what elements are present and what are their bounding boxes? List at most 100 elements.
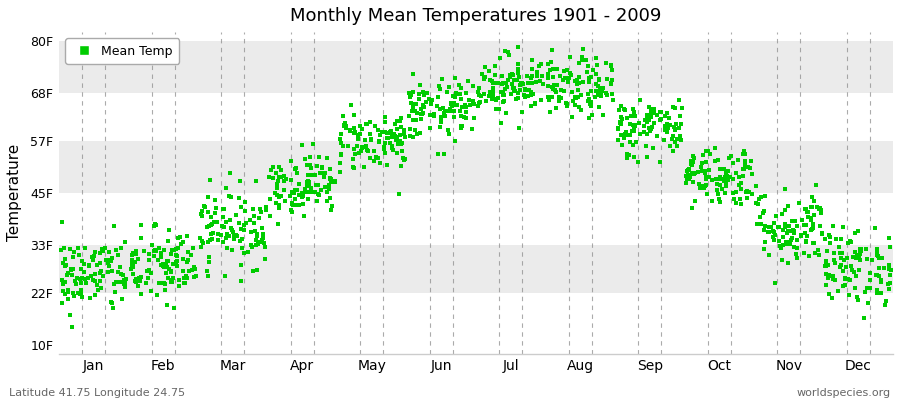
Point (201, 209, 215, 216)
Point (301, 172, 315, 178)
Point (172, 277, 186, 283)
Point (164, 251, 178, 258)
Point (553, 73, 567, 79)
Point (323, 195, 338, 201)
Point (561, 78, 575, 85)
Point (525, 57, 539, 63)
Point (843, 276, 858, 283)
Point (65, 272, 79, 278)
Point (211, 237, 225, 244)
Point (86, 277, 101, 283)
Point (436, 105, 450, 111)
Point (682, 166, 697, 172)
Point (544, 46, 559, 53)
Point (572, 80, 587, 86)
Point (841, 255, 855, 262)
Point (705, 198, 719, 204)
Point (140, 280, 154, 286)
Point (77, 261, 92, 268)
Point (581, 115, 596, 122)
Point (302, 182, 316, 189)
Point (823, 234, 837, 240)
Point (233, 262, 248, 268)
Point (382, 140, 397, 147)
Point (687, 154, 701, 161)
Point (591, 89, 606, 96)
Point (249, 236, 264, 243)
Point (545, 84, 560, 90)
Point (323, 176, 338, 182)
Point (852, 267, 867, 273)
Point (378, 150, 392, 157)
Point (874, 279, 888, 286)
Point (691, 169, 706, 175)
Point (650, 133, 664, 140)
Point (165, 279, 179, 286)
Point (309, 182, 323, 188)
Point (196, 240, 211, 246)
Point (159, 257, 174, 264)
Point (778, 220, 793, 227)
Point (789, 223, 804, 229)
Point (680, 168, 694, 174)
Point (761, 229, 776, 235)
Point (524, 89, 538, 95)
Point (685, 205, 699, 211)
Point (320, 189, 334, 196)
Point (394, 148, 409, 154)
Point (802, 252, 816, 259)
Point (568, 78, 582, 84)
Point (438, 112, 453, 119)
Point (278, 176, 293, 182)
Point (805, 194, 819, 200)
Point (237, 250, 251, 256)
Point (129, 276, 143, 282)
Point (604, 79, 618, 86)
Text: Latitude 41.75 Longitude 24.75: Latitude 41.75 Longitude 24.75 (9, 388, 185, 398)
Point (269, 170, 284, 176)
Point (482, 93, 496, 100)
Point (745, 170, 760, 177)
Point (415, 89, 429, 95)
Point (253, 206, 267, 212)
Point (698, 184, 712, 191)
Point (819, 263, 833, 270)
Point (151, 245, 166, 251)
Point (682, 175, 697, 182)
Point (209, 204, 223, 211)
Point (378, 114, 392, 120)
Point (623, 120, 637, 127)
Point (202, 259, 216, 265)
Point (850, 228, 865, 234)
Point (284, 200, 299, 207)
Point (225, 227, 239, 234)
Point (510, 90, 525, 96)
Point (166, 305, 181, 311)
Point (633, 131, 647, 137)
Point (518, 94, 533, 100)
Point (728, 170, 742, 176)
Point (754, 194, 769, 200)
Point (173, 234, 187, 240)
Point (614, 120, 628, 127)
Point (768, 232, 782, 238)
Point (433, 86, 447, 92)
Point (541, 93, 555, 100)
Point (525, 66, 539, 72)
Point (853, 249, 868, 256)
Point (865, 257, 879, 263)
Point (685, 162, 699, 168)
Point (776, 227, 790, 234)
Point (882, 286, 896, 292)
Point (611, 125, 625, 132)
Point (733, 196, 747, 203)
Point (582, 101, 597, 107)
Point (743, 164, 758, 171)
Point (882, 261, 896, 268)
Point (73, 290, 87, 297)
Point (90, 282, 104, 288)
Y-axis label: Temperature: Temperature (7, 144, 22, 242)
Point (254, 209, 268, 215)
Point (227, 233, 241, 240)
Point (270, 181, 284, 187)
